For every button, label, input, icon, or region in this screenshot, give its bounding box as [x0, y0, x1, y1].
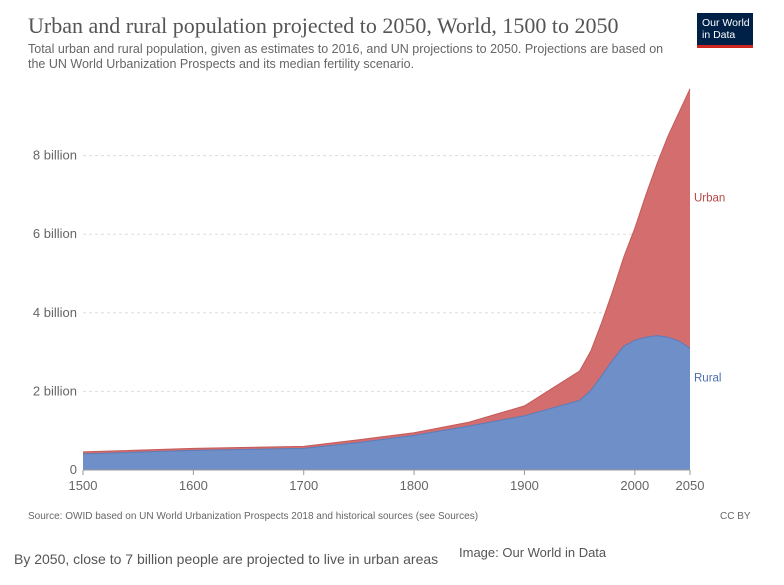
- axes: 0 2 billion 4 billion 6 billion 8 billion 150…: [33, 148, 705, 493]
- x-tick-label: 2050: [676, 478, 705, 493]
- x-tick-label: 2000: [620, 478, 649, 493]
- logo-line-1: Our World: [702, 17, 750, 29]
- y-tick-label: 6 billion: [33, 226, 77, 241]
- y-tick-label: 0: [70, 462, 77, 477]
- area-chart: 0 2 billion 4 billion 6 billion 8 billion 150…: [33, 88, 725, 493]
- y-tick-label: 8 billion: [33, 148, 77, 163]
- x-tick-label: 1700: [289, 478, 318, 493]
- image-caption: By 2050, close to 7 billion people are p…: [14, 551, 439, 567]
- logo-accent-bar: [697, 45, 753, 48]
- rural-area: [83, 335, 690, 470]
- image-credit: Image: Our World in Data: [459, 545, 607, 560]
- y-tick-label: 2 billion: [33, 383, 77, 398]
- source-note[interactable]: Source: OWID based on UN World Urbanizat…: [28, 511, 479, 522]
- x-tick-label: 1500: [69, 478, 98, 493]
- series-labels: Rural Urban: [694, 193, 725, 385]
- x-tick-label: 1900: [510, 478, 539, 493]
- y-tick-label: 4 billion: [33, 305, 77, 320]
- owid-logo[interactable]: Our World in Data: [697, 13, 753, 48]
- chart-subtitle: Total urban and rural population, given …: [28, 42, 664, 71]
- license-link[interactable]: CC BY: [720, 511, 751, 522]
- rural-edge: [82, 335, 691, 455]
- chart-areas: [82, 88, 691, 470]
- chart-title: Urban and rural population projected to …: [28, 13, 619, 38]
- urban-edge: [82, 88, 691, 453]
- x-tick-label: 1600: [179, 478, 208, 493]
- chart-card: Urban and rural population projected to …: [28, 13, 753, 522]
- logo-line-2: in Data: [702, 29, 736, 41]
- urban-series-label: Urban: [694, 193, 725, 205]
- x-tick-label: 1800: [400, 478, 429, 493]
- rural-series-label: Rural: [694, 373, 721, 385]
